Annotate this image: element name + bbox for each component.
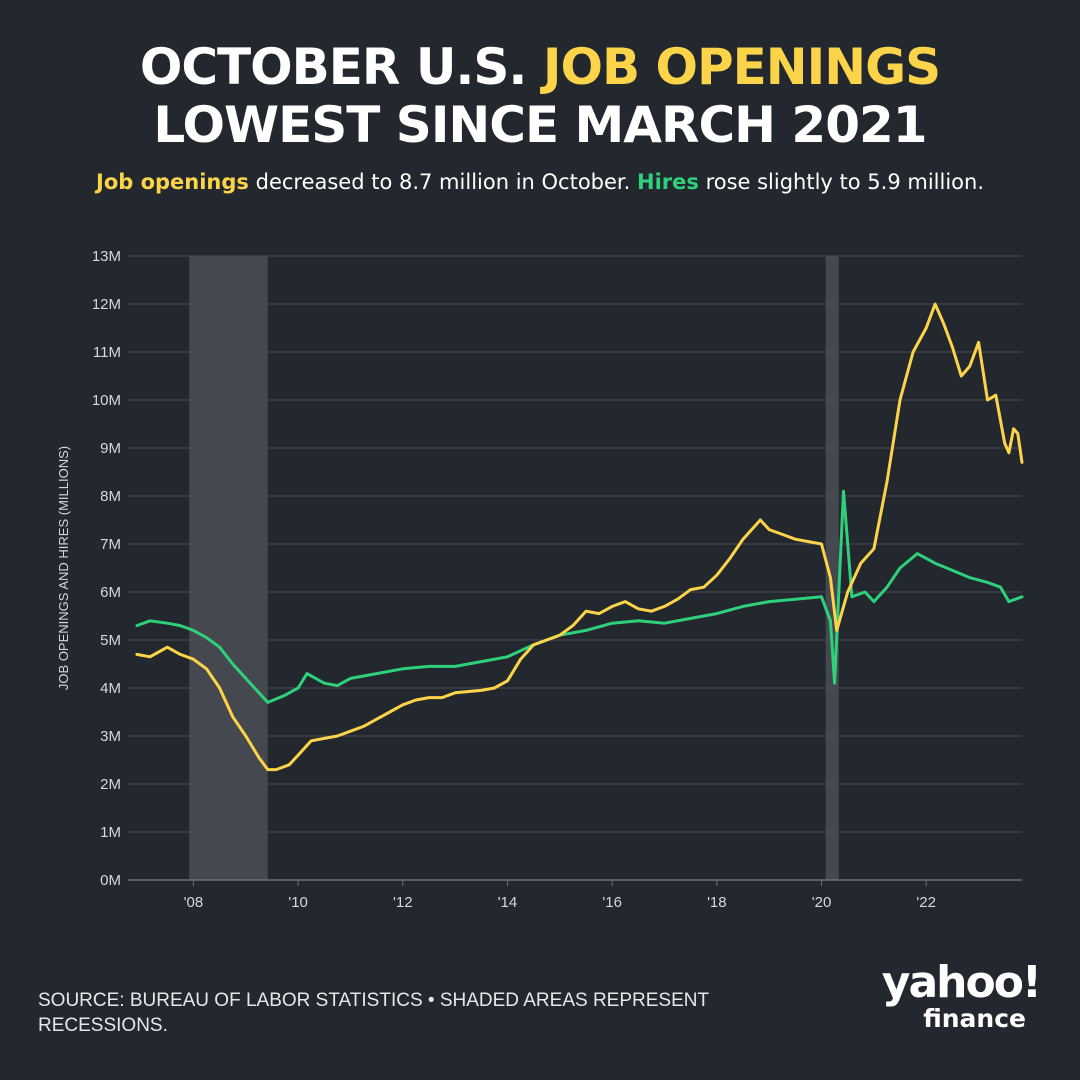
source-note: SOURCE: BUREAU OF LABOR STATISTICS • SHA… <box>38 990 709 1036</box>
recession-band-1 <box>825 256 839 880</box>
y-tick-label: 6M <box>100 584 121 601</box>
x-tick-label: '20 <box>812 894 832 911</box>
y-tick-label: 9M <box>100 440 121 457</box>
y-tick-label: 2M <box>100 776 121 793</box>
series-line-job-openings <box>135 302 1024 772</box>
y-tick-label: 7M <box>100 536 121 553</box>
series-line-hires <box>135 489 1024 704</box>
x-tick-label: '22 <box>916 894 936 911</box>
y-tick-label: 1M <box>100 824 121 841</box>
y-tick-label: 3M <box>100 728 121 745</box>
subtitle-openings: Job openings <box>96 170 249 194</box>
x-tick-label: '18 <box>707 894 727 911</box>
title-line2: LOWEST SINCE MARCH 2021 <box>153 96 927 154</box>
chart-title: OCTOBER U.S. JOB OPENINGS LOWEST SINCE M… <box>0 38 1080 154</box>
y-tick-label: 5M <box>100 632 121 649</box>
chart-subtitle: Job openings decreased to 8.7 million in… <box>0 170 1080 194</box>
x-tick-label: '16 <box>602 894 622 911</box>
recession-bands <box>189 256 839 880</box>
subtitle-hires: Hires <box>637 170 699 194</box>
x-tick-label: '12 <box>393 894 413 911</box>
subtitle-mid: decreased to 8.7 million in October. <box>255 170 631 194</box>
logo-finance: finance <box>923 1004 1026 1033</box>
logo-yahoo: yahoo! <box>881 957 1042 1008</box>
y-tick-label: 10M <box>92 392 121 409</box>
y-tick-label: 12M <box>92 296 121 313</box>
title-part1: OCTOBER U.S. <box>139 38 528 96</box>
title-highlight: JOB OPENINGS <box>542 38 941 96</box>
x-tick-label: '14 <box>498 894 518 911</box>
y-axis-label: JOB OPENINGS AND HIRES (MILLIONS) <box>56 446 71 690</box>
series-lines <box>135 302 1024 772</box>
y-tick-label: 11M <box>93 344 121 361</box>
y-tick-label: 8M <box>100 488 121 505</box>
subtitle-end: rose slightly to 5.9 million. <box>705 170 984 194</box>
x-tick-label: '10 <box>288 894 308 911</box>
y-tick-label: 4M <box>100 680 121 697</box>
gridlines <box>128 255 1022 881</box>
yahoo-finance-logo: yahoo! finance <box>850 957 1042 1033</box>
recession-band-0 <box>189 256 268 880</box>
y-tick-label: 0M <box>100 872 121 889</box>
y-tick-label: 13M <box>92 248 121 265</box>
x-axis-ticks: '08 '10 '12 '14 '16 '18 '20 '22 <box>184 880 936 911</box>
y-axis-ticks: 0M 1M 2M 3M 4M 5M 6M 7M 8M 9M 10M 11M 12M 13M <box>92 248 121 889</box>
x-tick-label: '08 <box>184 894 204 911</box>
